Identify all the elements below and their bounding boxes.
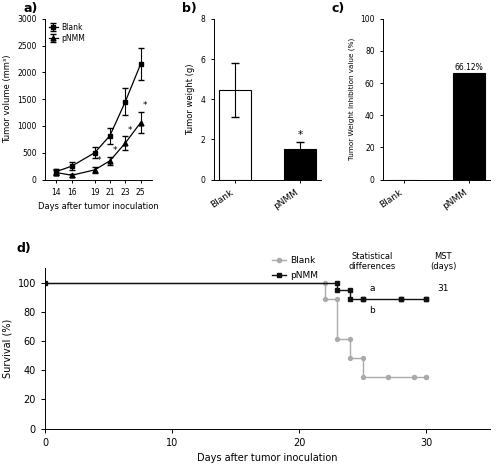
Text: *: * bbox=[298, 130, 302, 139]
Text: a: a bbox=[370, 284, 375, 293]
Bar bbox=[219, 90, 252, 179]
Legend: Blank, pNMM: Blank, pNMM bbox=[272, 256, 318, 280]
Text: c): c) bbox=[332, 2, 345, 16]
Bar bbox=[284, 149, 316, 179]
X-axis label: Days after tumor inoculation: Days after tumor inoculation bbox=[38, 203, 159, 211]
X-axis label: Days after tumor inoculation: Days after tumor inoculation bbox=[197, 453, 338, 463]
Text: *: * bbox=[143, 101, 148, 110]
Y-axis label: Tumor weight (g): Tumor weight (g) bbox=[186, 64, 196, 135]
Bar bbox=[452, 73, 485, 179]
Text: b: b bbox=[369, 307, 375, 316]
Text: d): d) bbox=[16, 242, 31, 255]
Y-axis label: Tumor Weight Inhibition value (%): Tumor Weight Inhibition value (%) bbox=[348, 38, 354, 160]
Text: MST
(days): MST (days) bbox=[430, 252, 456, 271]
Text: 66.12%: 66.12% bbox=[454, 63, 484, 72]
Legend: Blank, pNMM: Blank, pNMM bbox=[49, 23, 85, 43]
Text: *: * bbox=[112, 146, 116, 155]
Text: a): a) bbox=[24, 2, 38, 16]
Text: *: * bbox=[97, 156, 102, 165]
Text: *: * bbox=[128, 126, 132, 135]
Text: 31: 31 bbox=[438, 284, 449, 293]
Y-axis label: Tumor volume (mm³): Tumor volume (mm³) bbox=[2, 55, 12, 144]
Text: b): b) bbox=[182, 2, 196, 16]
Text: Statistical
differences: Statistical differences bbox=[348, 252, 396, 271]
Y-axis label: Survival (%): Survival (%) bbox=[2, 319, 12, 378]
